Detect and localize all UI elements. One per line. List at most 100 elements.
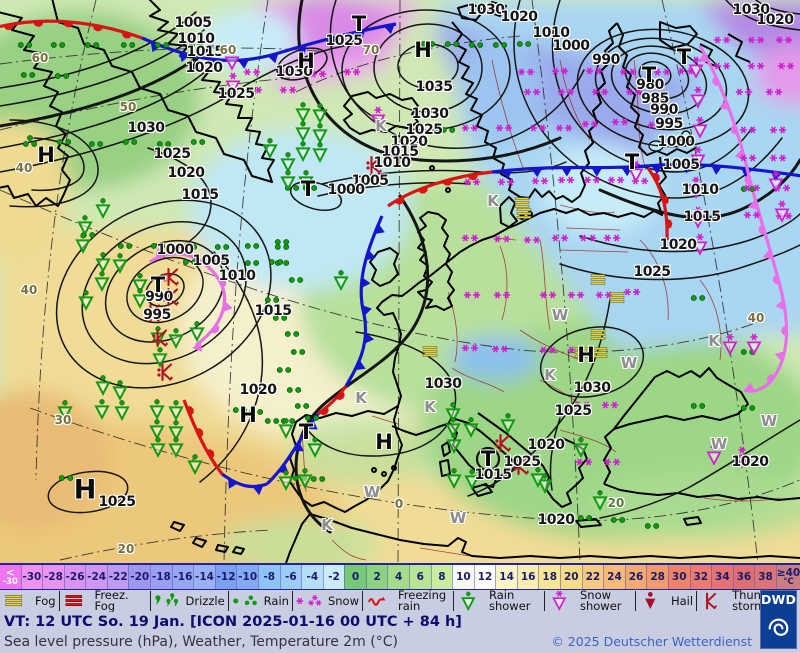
legend-item-label: Snow shower <box>579 588 622 613</box>
scale-cell: 6 <box>408 565 431 589</box>
temperature-field <box>0 0 800 563</box>
scale-cell: -12 <box>214 565 237 589</box>
legend-item-label: Snow <box>327 593 359 608</box>
scale-cell: 8 <box>430 565 453 589</box>
front-marker <box>744 382 756 392</box>
scale-cell: 34 <box>711 565 733 589</box>
wx-symbol-fg <box>516 208 532 219</box>
front-marker <box>206 449 215 460</box>
fog-icon <box>5 595 23 607</box>
front-marker <box>362 305 372 316</box>
rain-shower-icon <box>461 591 475 610</box>
front-marker <box>218 278 227 289</box>
dwd-logo-text: DWD <box>760 592 797 607</box>
scale-cell: 24 <box>603 565 625 589</box>
front-marker <box>267 53 279 64</box>
front-marker <box>3 23 15 31</box>
wx-symbol-fg <box>422 346 438 357</box>
scale-cell: ≥40 °C <box>775 565 800 589</box>
legend-item-label: Hail <box>670 593 694 608</box>
front-marker <box>122 31 133 39</box>
scale-cell: 4 <box>387 565 409 589</box>
front-marker <box>32 21 44 27</box>
front-marker <box>758 224 766 235</box>
front-marker <box>178 52 190 63</box>
weather-fronts <box>0 19 800 496</box>
scale-cell: -6 <box>279 565 302 589</box>
legend-item-fog: Fog <box>0 591 59 611</box>
scale-cell: 12 <box>473 565 496 589</box>
front-marker <box>335 390 345 401</box>
scale-cell: -2 <box>322 565 345 589</box>
front-marker <box>662 195 669 206</box>
legend-item-label: Fog <box>35 593 56 608</box>
front-marker <box>772 274 780 285</box>
front-marker <box>762 249 773 260</box>
front-marker <box>252 485 264 496</box>
freezing-fog-icon <box>65 595 82 607</box>
scale-cell: 36 <box>732 565 755 589</box>
front-marker <box>208 58 219 69</box>
scale-cell: 20 <box>560 565 582 589</box>
front-marker <box>467 173 479 181</box>
wx-symbol-fg <box>590 329 606 340</box>
legend-item-rain-shower: Rain shower <box>452 588 544 613</box>
scale-cell: 32 <box>689 565 712 589</box>
legend-item-label: Drizzle <box>185 593 225 608</box>
legend-item-snow: Snow <box>291 591 362 611</box>
cold-front <box>265 412 320 486</box>
warm-front <box>646 167 669 241</box>
front-marker <box>766 374 776 384</box>
front-marker <box>561 167 573 177</box>
scale-cell: -10 <box>236 565 258 589</box>
thunderstorm-icon <box>700 591 732 611</box>
front-marker <box>417 186 428 194</box>
rain-icon <box>232 595 257 606</box>
front-marker <box>355 360 366 371</box>
wx-symbol-fg <box>574 347 590 358</box>
front-marker <box>62 21 74 28</box>
front-marker <box>394 196 405 205</box>
front-marker <box>307 419 318 430</box>
front-marker <box>192 341 202 352</box>
front-marker <box>781 325 787 337</box>
front-marker <box>228 478 238 489</box>
legend-item-hail: Hail <box>634 591 696 611</box>
front-marker <box>210 323 220 334</box>
scale-cell: -18 <box>150 565 172 589</box>
legend-item-label: Thunder storm <box>732 588 781 613</box>
scale-cell: -16 <box>171 565 194 589</box>
front-marker <box>319 406 329 416</box>
legend-item-snow-shower: Snow shower <box>543 588 635 613</box>
front-marker <box>501 169 513 180</box>
front-marker <box>744 174 752 185</box>
scale-cell: < -30 <box>0 565 21 589</box>
front-marker <box>201 257 212 269</box>
scale-cell: 26 <box>624 565 647 589</box>
scale-cell: 14 <box>495 565 517 589</box>
front-marker <box>698 52 709 63</box>
legend-item-label: Freez. Fog <box>94 588 129 613</box>
front-marker <box>365 249 376 261</box>
scale-cell: 22 <box>581 565 604 589</box>
front-marker <box>591 167 603 177</box>
legend-item-label: Freezing rain <box>397 588 447 613</box>
scale-cell: -8 <box>257 565 280 589</box>
cold-front <box>221 472 268 489</box>
front-marker <box>293 441 304 452</box>
legend-item-label: Rain <box>263 593 289 608</box>
front-marker <box>186 406 194 417</box>
front-marker <box>178 249 190 256</box>
legend-item-freezing-fog: Freez. Fog <box>58 588 150 613</box>
copyright-notice: © 2025 Deutscher Wetterdienst <box>551 634 752 649</box>
front-marker <box>325 37 337 48</box>
front-marker <box>651 172 660 183</box>
legend-item-label: Rain shower <box>488 588 531 613</box>
warm-front <box>317 385 348 416</box>
front-marker <box>92 24 104 32</box>
front-marker <box>730 124 738 135</box>
legend-item-rain: Rain <box>227 591 292 611</box>
scale-cell: -14 <box>193 565 215 589</box>
scale-cell: -20 <box>128 565 151 589</box>
